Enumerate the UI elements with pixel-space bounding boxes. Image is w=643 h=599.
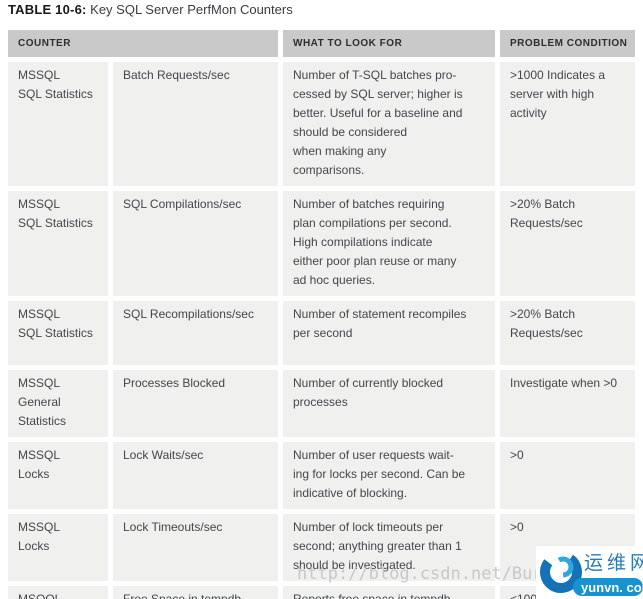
- description-cell: Number of statement recompiles per secon…: [283, 301, 495, 365]
- problem-condition-cell: Investigate when >0: [500, 370, 635, 437]
- counter-name-cell: SQL Recompilations/sec: [113, 301, 278, 365]
- logo-swirl-icon: [540, 551, 582, 593]
- header-cell-what-to-look-for: WHAT TO LOOK FOR: [283, 30, 495, 57]
- description-cell: Number of currently blocked processes: [283, 370, 495, 437]
- table-header-row: COUNTER WHAT TO LOOK FOR PROBLEM CONDITI…: [8, 30, 635, 57]
- counter-name-cell: Lock Waits/sec: [113, 442, 278, 509]
- problem-condition-cell: >20% Batch Requests/sec: [500, 301, 635, 365]
- counter-group-cell: MSSQL Locks: [8, 514, 108, 581]
- counter-name-cell: Lock Timeouts/sec: [113, 514, 278, 581]
- yunvn-logo: 运维网 yunvn. com: [536, 546, 643, 599]
- counter-group-cell: MSSQL SQL Statistics: [8, 191, 108, 296]
- description-cell: Number of user requests wait- ing for lo…: [283, 442, 495, 509]
- table-row: MSQQL Transactions Free Space in tempdb …: [8, 586, 635, 599]
- description-cell: Reports free space in tempdb in KB: [283, 586, 495, 599]
- counter-group-cell: MSSQL General Statistics: [8, 370, 108, 437]
- table-row: MSSQL SQL Statistics Batch Requests/sec …: [8, 62, 635, 186]
- table-row: MSSQL SQL Statistics SQL Recompilations/…: [8, 301, 635, 365]
- logo-pill: [573, 578, 643, 596]
- problem-condition-cell: >1000 Indicates a server with high activ…: [500, 62, 635, 186]
- counter-group-cell: MSSQL SQL Statistics: [8, 62, 108, 186]
- header-cell-counter: COUNTER: [8, 30, 278, 57]
- table-row: MSSQL General Statistics Processes Block…: [8, 370, 635, 437]
- perfmon-counters-table: COUNTER WHAT TO LOOK FOR PROBLEM CONDITI…: [8, 30, 635, 599]
- counter-group-cell: MSSQL Locks: [8, 442, 108, 509]
- logo-cn-text: 运维网: [584, 552, 643, 574]
- problem-condition-cell: >20% Batch Requests/sec: [500, 191, 635, 296]
- table-caption-number: TABLE 10-6:: [8, 2, 87, 17]
- description-cell: Number of T-SQL batches pro- cessed by S…: [283, 62, 495, 186]
- counter-group-cell: MSQQL Transactions: [8, 586, 108, 599]
- problem-condition-cell: >0: [500, 442, 635, 509]
- table-row: MSSQL Locks Lock Waits/sec Number of use…: [8, 442, 635, 509]
- counter-name-cell: Processes Blocked: [113, 370, 278, 437]
- table-row: MSSQL SQL Statistics SQL Compilations/se…: [8, 191, 635, 296]
- counter-name-cell: SQL Compilations/sec: [113, 191, 278, 296]
- counter-group-cell: MSSQL SQL Statistics: [8, 301, 108, 365]
- header-cell-problem-condition: PROBLEM CONDITION: [500, 30, 635, 57]
- description-cell: Number of batches requiring plan compila…: [283, 191, 495, 296]
- logo-domain-text: yunvn. com: [581, 580, 643, 595]
- table-row: MSSQL Locks Lock Timeouts/sec Number of …: [8, 514, 635, 581]
- table-caption: TABLE 10-6: Key SQL Server PerfMon Count…: [8, 2, 293, 17]
- description-cell: Number of lock timeouts per second; anyt…: [283, 514, 495, 581]
- counter-name-cell: Free Space in tempdb (KB): [113, 586, 278, 599]
- table-caption-text: Key SQL Server PerfMon Counters: [90, 2, 293, 17]
- counter-name-cell: Batch Requests/sec: [113, 62, 278, 186]
